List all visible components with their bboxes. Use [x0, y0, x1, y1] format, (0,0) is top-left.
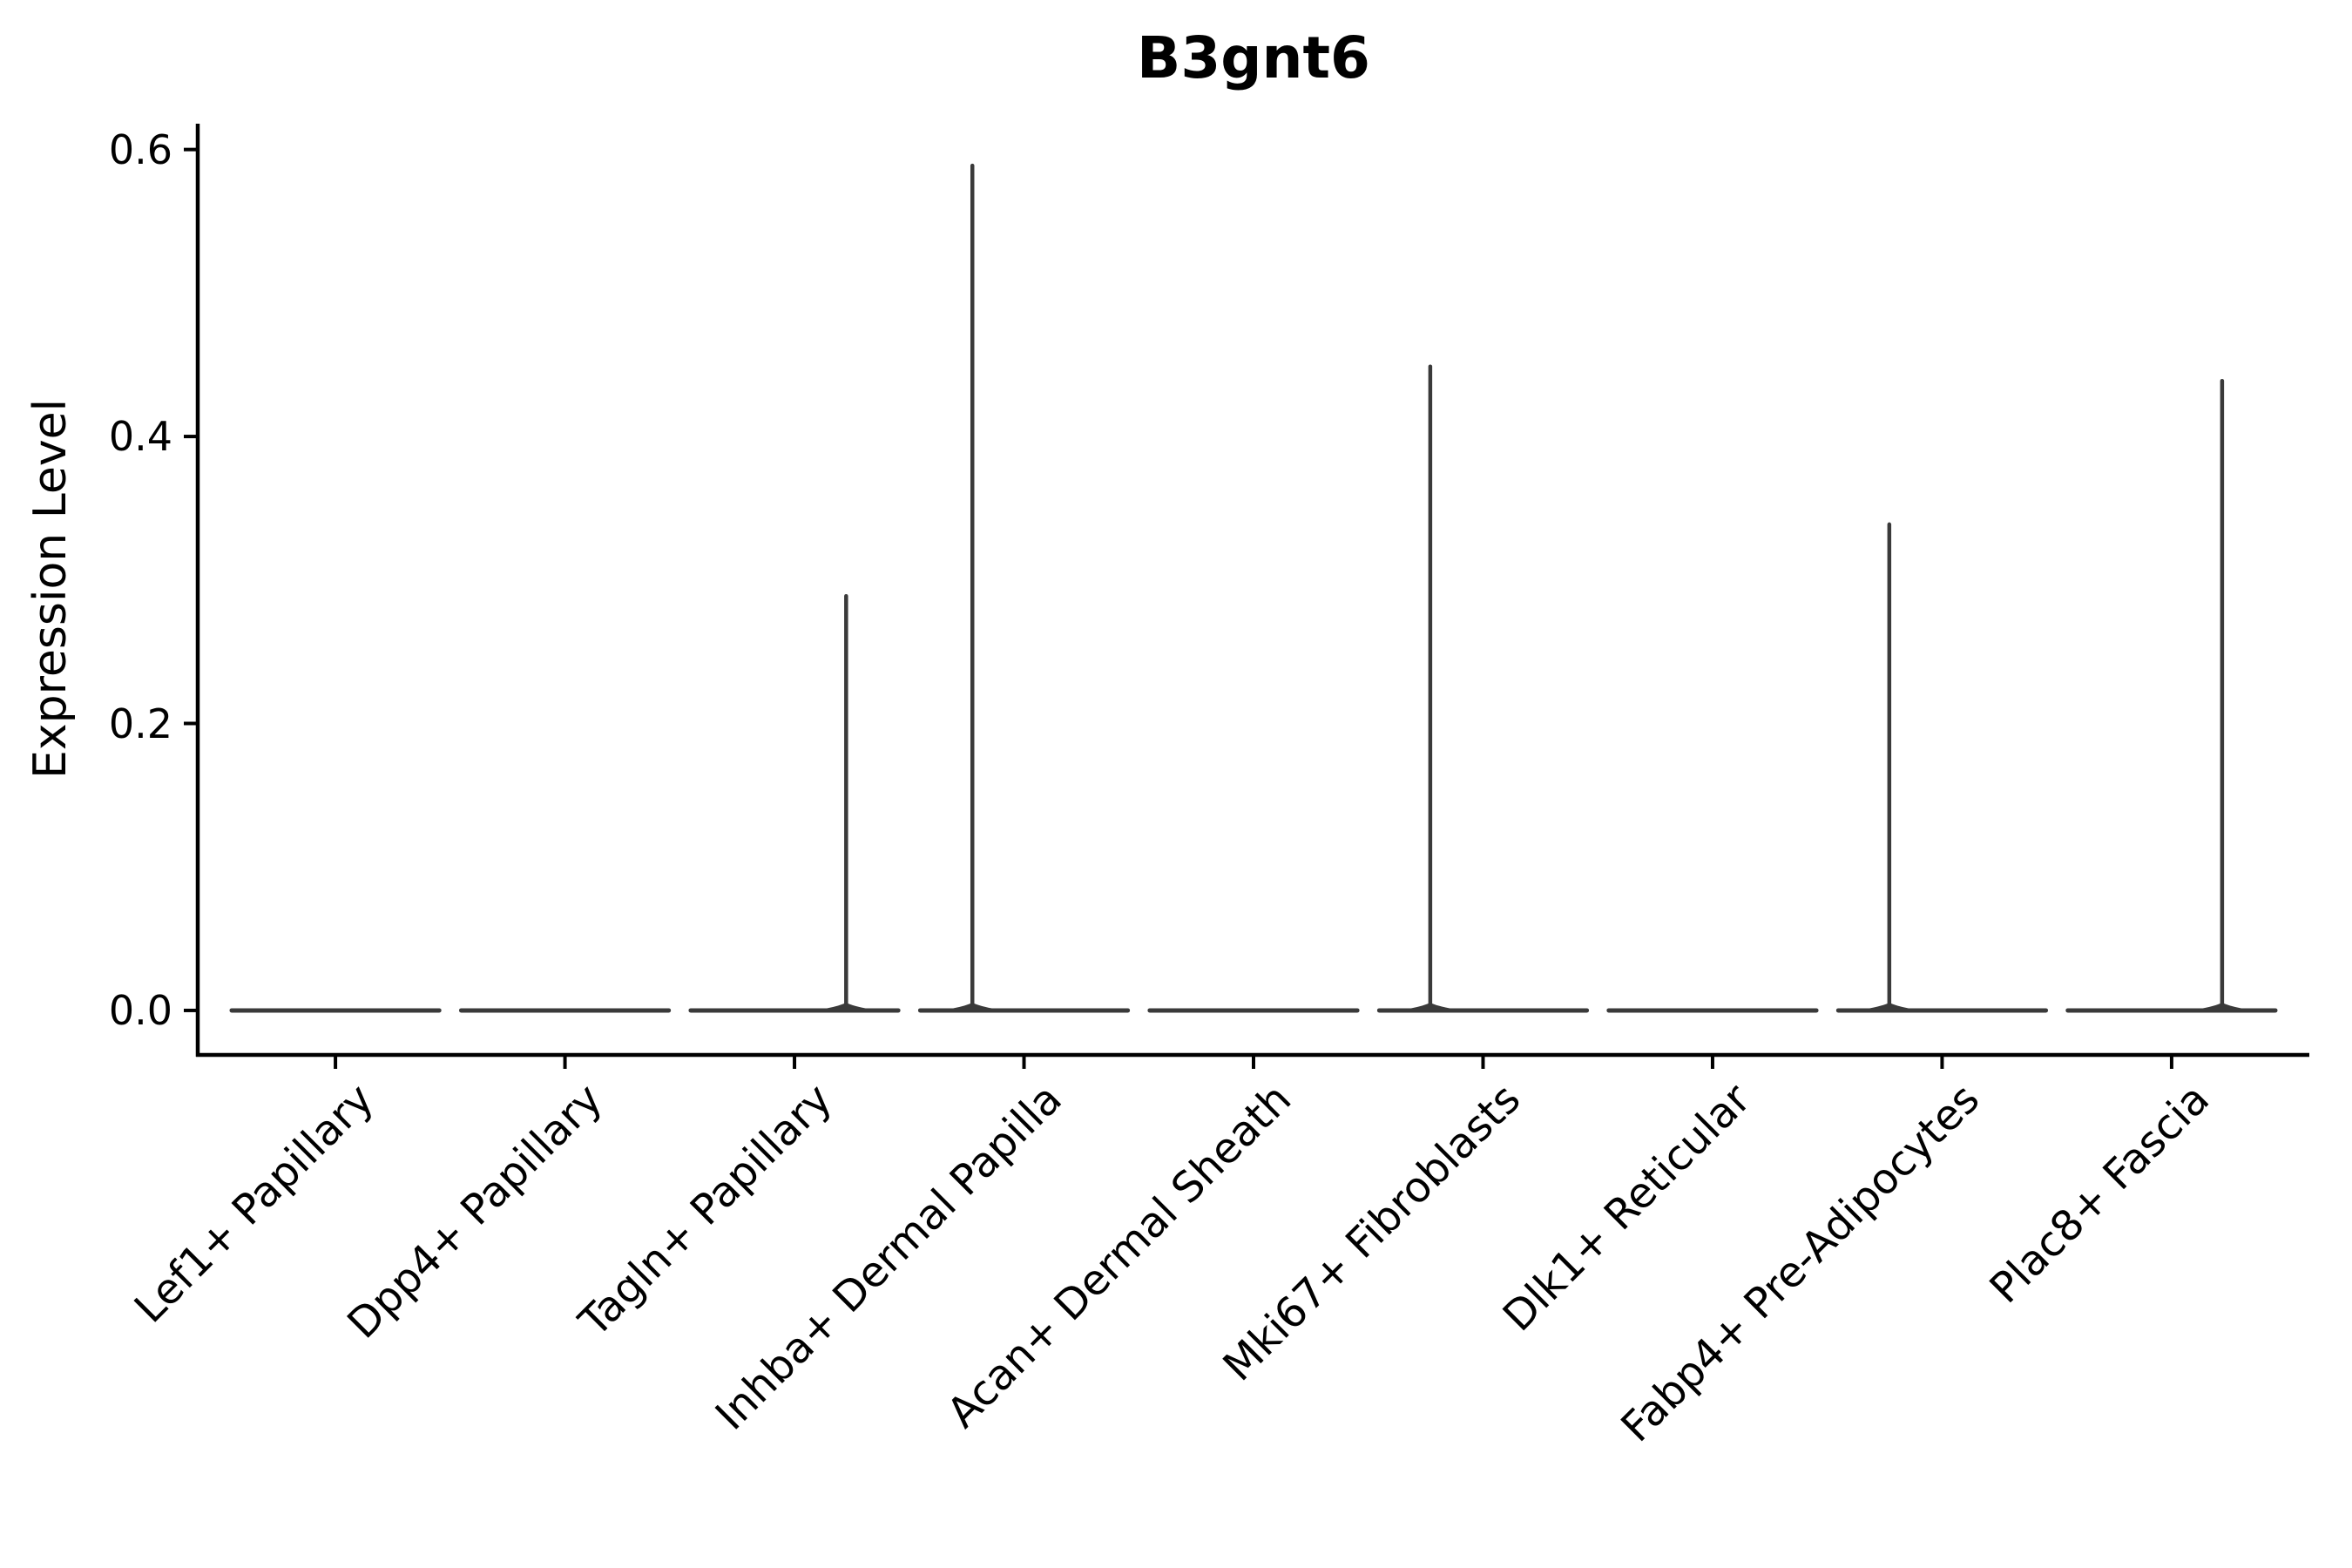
- y-tick-label: 0.2: [108, 700, 172, 747]
- chart-title: B3gnt6: [1137, 24, 1370, 91]
- y-tick-label: 0.0: [108, 986, 172, 1034]
- y-tick-label: 0.6: [108, 125, 172, 173]
- y-tick-label: 0.4: [108, 413, 172, 461]
